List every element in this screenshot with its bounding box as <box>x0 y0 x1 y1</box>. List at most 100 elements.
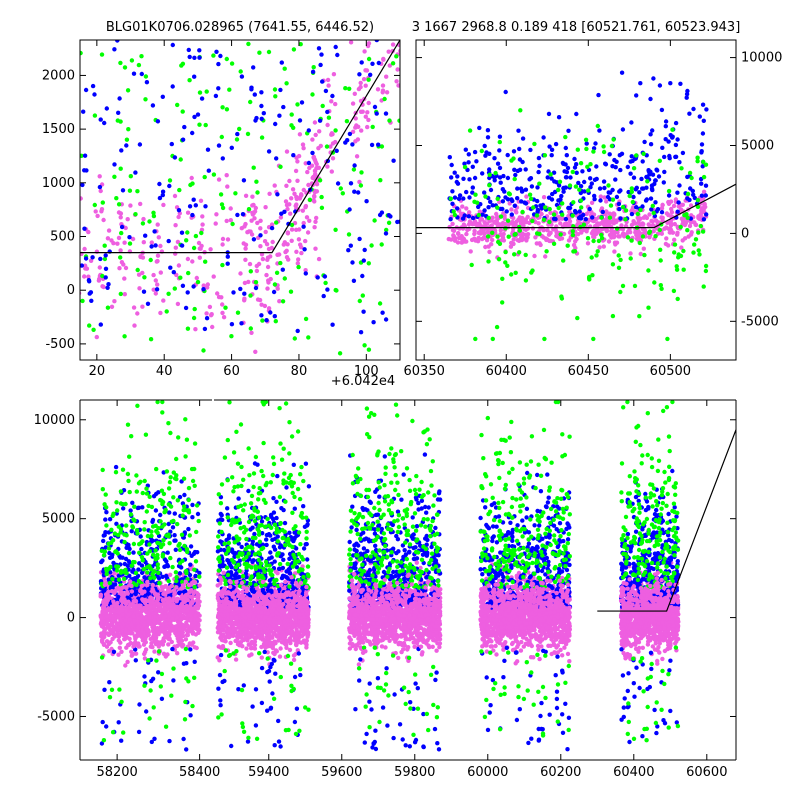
data-point-pink <box>649 218 654 224</box>
data-point-pink <box>604 199 609 204</box>
data-point-blue <box>103 275 108 280</box>
data-point-blue <box>269 225 275 231</box>
data-point-blue <box>182 124 187 130</box>
data-point-green <box>189 466 195 472</box>
data-point-pink <box>482 231 487 236</box>
data-point-blue <box>108 570 113 575</box>
data-point-pink <box>249 652 254 657</box>
data-point-green <box>219 134 224 140</box>
data-point-blue <box>259 90 264 95</box>
data-point-pink <box>478 229 483 234</box>
data-point-pink <box>328 144 333 149</box>
data-point-blue <box>703 183 709 188</box>
data-point-blue <box>659 210 665 215</box>
data-point-green <box>377 301 383 306</box>
data-point-blue <box>166 238 171 244</box>
data-point-pink <box>309 163 315 168</box>
data-point-blue <box>487 175 492 181</box>
data-point-blue <box>364 199 369 204</box>
data-point-blue <box>574 111 579 117</box>
data-point-green <box>163 507 168 513</box>
data-point-green <box>462 164 468 170</box>
data-point-green <box>591 238 596 244</box>
data-point-blue <box>183 305 189 311</box>
data-point-pink <box>176 214 181 220</box>
data-point-blue <box>483 153 488 158</box>
data-point-pink <box>109 304 115 309</box>
x-offset-label: +6.042e4 <box>331 374 395 389</box>
data-point-blue <box>258 233 263 238</box>
data-point-blue <box>497 148 502 153</box>
data-point-pink <box>589 200 595 205</box>
data-point-blue <box>277 113 282 118</box>
data-point-pink <box>490 237 495 243</box>
data-point-green <box>601 149 607 155</box>
data-point-green <box>160 542 166 547</box>
data-point-blue <box>677 183 682 188</box>
data-point-green <box>147 542 152 547</box>
data-point-pink <box>217 658 222 663</box>
data-point-blue <box>592 193 597 199</box>
data-point-pink <box>146 632 151 638</box>
data-point-green <box>168 430 173 436</box>
data-point-pink <box>177 627 182 632</box>
data-point-blue <box>143 233 148 238</box>
data-point-green <box>537 231 542 237</box>
data-point-blue <box>688 186 693 191</box>
data-point-blue <box>659 107 665 113</box>
data-point-blue <box>101 538 106 544</box>
data-point-blue <box>487 151 492 156</box>
x-tick-label: 60450 <box>568 364 609 379</box>
data-point-pink <box>604 228 610 233</box>
data-point-blue <box>640 186 645 191</box>
data-point-pink <box>295 159 300 164</box>
data-point-pink <box>686 234 691 239</box>
data-point-blue <box>106 577 111 582</box>
data-point-green <box>192 584 197 590</box>
data-point-blue <box>99 741 105 746</box>
data-point-blue <box>376 142 381 147</box>
data-point-green <box>131 517 136 522</box>
data-point-pink <box>573 239 578 244</box>
data-point-green <box>585 188 591 193</box>
data-point-pink <box>152 649 157 654</box>
data-point-blue <box>325 109 330 115</box>
data-point-green <box>567 183 573 188</box>
data-point-pink <box>137 603 142 608</box>
data-point-green <box>651 210 656 216</box>
data-point-blue <box>139 71 144 77</box>
data-point-green <box>114 196 119 201</box>
data-point-pink <box>112 571 117 576</box>
data-point-green <box>102 256 108 262</box>
data-point-pink <box>250 210 255 215</box>
data-point-green <box>542 336 547 342</box>
data-point-pink <box>262 239 268 244</box>
data-point-pink <box>501 211 506 216</box>
data-point-green <box>324 144 330 149</box>
data-point-green <box>319 194 324 200</box>
data-point-blue <box>580 169 585 174</box>
data-point-green <box>156 570 161 575</box>
data-point-blue <box>136 729 142 735</box>
data-point-green <box>697 252 702 257</box>
data-point-green <box>611 137 616 142</box>
data-point-green <box>595 249 600 254</box>
data-point-blue <box>130 500 135 505</box>
data-point-pink <box>602 222 607 227</box>
data-point-blue <box>515 186 520 191</box>
data-point-pink <box>184 632 190 638</box>
data-point-green <box>684 212 689 217</box>
data-point-pink <box>494 215 500 220</box>
data-point-pink <box>106 648 112 654</box>
data-point-blue <box>447 155 452 160</box>
data-point-pink <box>167 585 172 590</box>
data-point-pink <box>243 627 248 632</box>
data-point-blue <box>648 169 653 174</box>
data-point-blue <box>135 505 140 511</box>
data-point-green <box>691 250 696 255</box>
data-point-green <box>487 172 492 177</box>
data-point-blue <box>129 529 134 534</box>
data-point-green <box>551 212 557 217</box>
data-point-green <box>390 61 396 66</box>
